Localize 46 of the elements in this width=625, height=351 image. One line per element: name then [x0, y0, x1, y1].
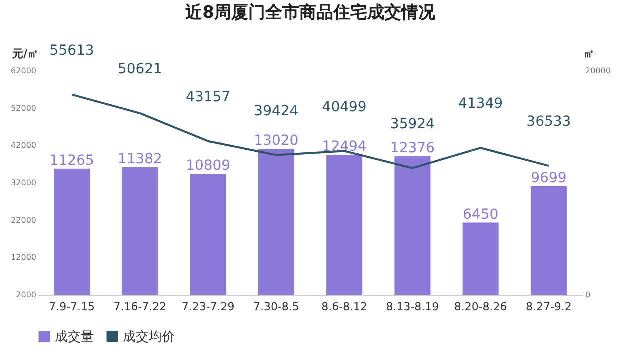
y-tick-label: 62000 — [11, 66, 36, 76]
y-tick-label: 22000 — [11, 216, 36, 225]
bar — [122, 168, 158, 295]
y2-tick-label: 20000 — [586, 66, 611, 76]
data-label: 35924 — [390, 116, 436, 132]
data-label: 11382 — [118, 152, 162, 168]
x-tick-label: 8.13-8.19 — [386, 300, 440, 314]
bar — [190, 174, 226, 295]
data-label: 39424 — [254, 103, 299, 120]
x-tick-label: 7.9-7.15 — [49, 300, 96, 314]
x-tick-label: 8.20-8.26 — [454, 300, 508, 314]
data-label: 43157 — [186, 89, 231, 106]
data-label: 55613 — [50, 42, 94, 59]
y-tick-label: 32000 — [11, 178, 36, 188]
data-label: 12494 — [322, 139, 367, 156]
y2-axis-title: ㎡ — [584, 48, 594, 60]
y-tick-label: 12000 — [11, 253, 36, 262]
x-tick-label: 8.6-8.12 — [322, 300, 368, 314]
x-tick-label: 7.23-7.29 — [182, 300, 235, 314]
data-label: 13020 — [254, 133, 299, 150]
bar — [258, 149, 294, 295]
y-tick-label: 52000 — [11, 104, 36, 113]
bar — [462, 222, 499, 295]
data-label: 11265 — [50, 152, 94, 169]
data-label: 10809 — [186, 158, 231, 174]
bar — [54, 168, 90, 295]
y-axis-title: 元/㎡ — [11, 48, 38, 60]
y2-tick-label: 0 — [586, 290, 591, 300]
x-tick-label: 8.27-9.2 — [526, 300, 572, 314]
x-tick-label: 7.16-7.22 — [114, 300, 167, 314]
bar — [530, 186, 567, 295]
chart-title: 近8周厦门全市商品住宅成交情况 — [184, 2, 436, 23]
data-label: 9699 — [531, 170, 567, 186]
data-label: 50621 — [118, 61, 162, 78]
bar — [394, 156, 431, 295]
y-tick-label: 2000 — [16, 290, 36, 300]
x-tick-label: 7.30-8.5 — [253, 300, 300, 314]
y-tick-label: 42000 — [11, 141, 36, 150]
data-label: 41349 — [458, 96, 504, 112]
bar — [326, 155, 363, 295]
data-label: 36533 — [526, 114, 572, 130]
legend-label: 成交均价 — [123, 328, 175, 345]
data-label: 6450 — [462, 206, 499, 223]
data-label: 12376 — [390, 140, 436, 156]
data-label: 40499 — [322, 99, 367, 116]
legend-label: 成交量 — [55, 328, 94, 345]
